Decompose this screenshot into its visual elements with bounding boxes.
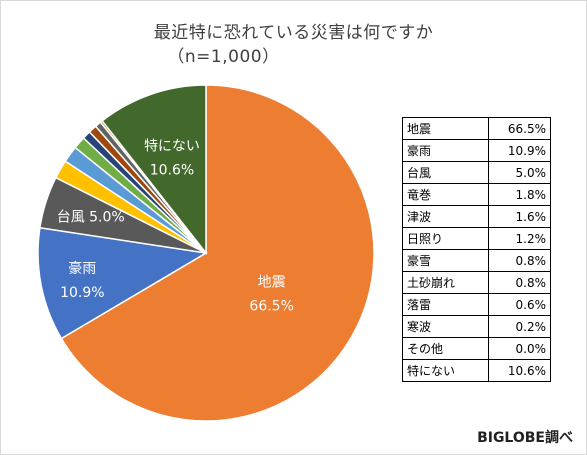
table-cell-value: 1.6% (488, 205, 551, 228)
table-row: 寒波 0.2% (402, 315, 551, 338)
table-cell-category: その他 (402, 337, 489, 360)
slice-label-特にない: 特にない (144, 139, 200, 155)
table-row: 日照り 1.2% (402, 227, 551, 250)
table-cell-category: 特にない (402, 359, 489, 382)
table-cell-value: 0.2% (488, 315, 551, 338)
table-row: 地震 66.5% (402, 117, 551, 140)
table-cell-value: 66.5% (488, 117, 551, 140)
table-cell-category: 豪雨 (402, 139, 489, 162)
table-row: 津波 1.6% (402, 205, 551, 228)
table-cell-category: 日照り (402, 227, 489, 250)
table-row: 土砂崩れ 0.8% (402, 271, 551, 294)
data-table: 地震 66.5% 豪雨 10.9% 台風 5.0% 竜巻 1.8% 津波 1.6% 日照り 1.2% 豪… (402, 117, 551, 382)
table-row: 特にない 10.6% (402, 359, 551, 382)
table-cell-category: 落雷 (402, 293, 489, 316)
slice-label-台風: 台風 5.0% (57, 209, 125, 225)
table-row: 竜巻 1.8% (402, 183, 551, 206)
pie-slice-特にない (101, 84, 207, 256)
table-cell-value: 0.8% (488, 271, 551, 294)
table-cell-value: 1.8% (488, 183, 551, 206)
table-cell-category: 竜巻 (402, 183, 489, 206)
table-row: 豪雨 10.9% (402, 139, 551, 162)
table-cell-value: 0.6% (488, 293, 551, 316)
table-cell-category: 土砂崩れ (402, 271, 489, 294)
chart-subtitle: （n=1,000） (167, 47, 280, 67)
table-cell-value: 10.6% (488, 359, 551, 382)
pie-slice-豪雨 (37, 226, 209, 340)
slice-value-豪雨: 10.9% (60, 285, 104, 301)
slice-value-地震: 66.5% (249, 298, 293, 314)
table-cell-category: 寒波 (402, 315, 489, 338)
table-cell-value: 1.2% (488, 227, 551, 250)
table-row: その他 0.0% (402, 337, 551, 360)
table-cell-value: 0.8% (488, 249, 551, 272)
source-credit: BIGLOBE調べ (477, 430, 573, 446)
table-row: 落雷 0.6% (402, 293, 551, 316)
table-cell-value: 0.0% (488, 337, 551, 360)
pie-slice-地震 (60, 84, 375, 422)
table-cell-category: 津波 (402, 205, 489, 228)
table-cell-category: 地震 (402, 117, 489, 140)
table-row: 台風 5.0% (402, 161, 551, 184)
slice-label-豪雨: 豪雨 (68, 261, 96, 277)
slice-value-特にない: 10.6% (150, 163, 194, 179)
table-cell-category: 台風 (402, 161, 489, 184)
table-cell-category: 豪雪 (402, 249, 489, 272)
table-row: 豪雪 0.8% (402, 249, 551, 272)
slice-label-地震: 地震 (258, 274, 286, 290)
table-cell-value: 5.0% (488, 161, 551, 184)
chart-title: 最近特に恐れている災害は何ですか (153, 23, 434, 43)
table-cell-value: 10.9% (488, 139, 551, 162)
